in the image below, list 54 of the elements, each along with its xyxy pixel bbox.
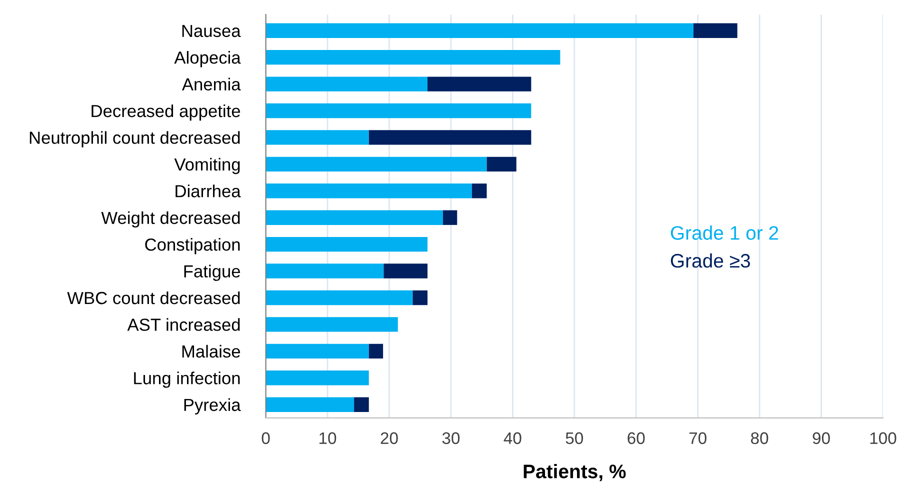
bar <box>266 50 560 65</box>
bar <box>486 156 516 172</box>
bar <box>266 370 369 386</box>
y-tick-label: WBC count decreased <box>67 291 240 304</box>
y-tick-label: Anemia <box>182 78 241 90</box>
y-tick-label: Malaise <box>182 344 240 358</box>
x-tick-label: 0 <box>262 432 270 444</box>
bar <box>368 130 532 145</box>
bar <box>266 130 369 145</box>
y-tick-label: Neutrophil count decreased <box>30 131 240 148</box>
y-tick-label: Fatigue <box>184 264 240 281</box>
bar <box>384 264 428 278</box>
text: Grade 1 or 2 <box>670 226 778 240</box>
bar <box>266 156 487 172</box>
y-tick-label: Constipation <box>145 238 240 254</box>
bar <box>266 103 532 118</box>
y-tick-label: Lung infection <box>134 372 240 388</box>
bar <box>266 317 398 332</box>
x-tick-label: 40 <box>504 432 522 444</box>
bar <box>266 397 354 412</box>
bar <box>266 23 694 38</box>
bar <box>412 290 428 306</box>
bar <box>266 76 428 92</box>
y-tick-label: Pyrexia <box>184 398 241 414</box>
bar <box>266 264 384 278</box>
y-tick-label: Vomiting <box>174 158 240 174</box>
x-tick-label: 70 <box>689 432 706 444</box>
bar <box>266 210 443 225</box>
x-tick-label: 30 <box>442 432 460 444</box>
text: Grade ≥3 <box>670 253 750 268</box>
x-tick-label: 60 <box>628 432 645 444</box>
bar <box>354 397 369 412</box>
x-tick-label: 80 <box>751 432 768 444</box>
y-tick-label: AST increased <box>127 318 240 331</box>
x-tick-label: 90 <box>812 432 830 444</box>
bar <box>266 184 472 198</box>
x-tick-label: 20 <box>380 432 398 444</box>
y-tick-label: Decreased appetite <box>92 104 240 121</box>
y-tick-label: Weight decreased <box>101 211 240 228</box>
x-tick-label: 100 <box>870 432 896 444</box>
bar <box>472 184 487 198</box>
x-tick-label: 50 <box>566 432 584 444</box>
bar <box>266 290 413 306</box>
bar <box>266 236 428 252</box>
y-tick-label: Nausea <box>182 24 241 38</box>
y-tick-label: Alopecia <box>174 51 241 68</box>
x-tick-label: 10 <box>320 432 336 444</box>
bar <box>694 23 738 38</box>
y-tick-label: Diarrhea <box>176 184 241 198</box>
bar <box>266 344 369 359</box>
bar <box>442 210 458 225</box>
bar <box>368 344 384 359</box>
x-axis-title: Patients, % <box>524 464 626 482</box>
bar <box>427 76 532 92</box>
